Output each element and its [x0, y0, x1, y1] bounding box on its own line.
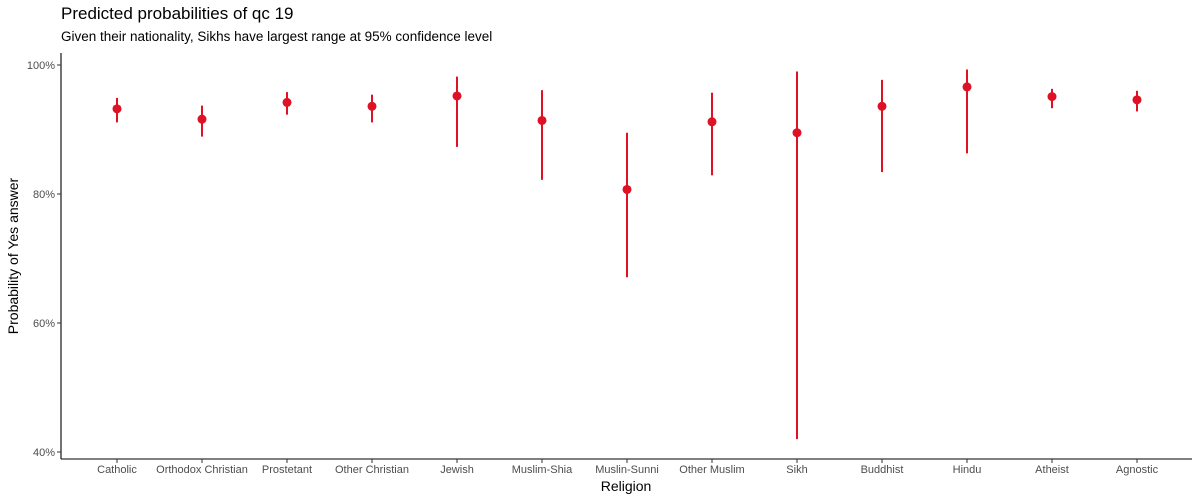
x-tick-label: Atheist	[1035, 464, 1069, 476]
y-axis-title: Probability of Yes answer	[5, 177, 21, 334]
y-tick-label: 80%	[33, 189, 55, 201]
x-tick-label: Muslim-Shia	[512, 464, 573, 476]
probability-point	[622, 184, 632, 194]
chart-subtitle: Given their nationality, Sikhs have larg…	[61, 29, 493, 44]
x-axis-title: Religion	[601, 478, 652, 494]
y-tick-label: 60%	[33, 318, 55, 330]
x-tick-label: Sikh	[786, 464, 807, 476]
probability-point	[962, 82, 972, 92]
probability-point	[1047, 92, 1057, 102]
x-tick-label: Catholic	[97, 464, 137, 476]
y-tick-label: 40%	[33, 447, 55, 459]
x-tick-label: Other Christian	[335, 464, 409, 476]
x-tick-label: Prostetant	[262, 464, 312, 476]
probability-point	[537, 115, 547, 125]
probability-point	[197, 114, 207, 124]
probability-point	[707, 117, 717, 127]
probability-point	[877, 101, 887, 111]
x-tick-label: Muslin-Sunni	[595, 464, 659, 476]
chart-title: Predicted probabilities of qc 19	[61, 4, 294, 23]
probability-point	[282, 97, 292, 107]
x-tick-label: Other Muslim	[679, 464, 744, 476]
x-tick-label: Buddhist	[861, 464, 904, 476]
probability-point	[112, 104, 122, 114]
probability-point	[792, 128, 802, 138]
probability-point	[367, 101, 377, 111]
x-tick-label: Hindu	[953, 464, 982, 476]
x-tick-label: Agnostic	[1116, 464, 1159, 476]
y-tick-label: 100%	[27, 60, 55, 72]
x-tick-label: Orthodox Christian	[156, 464, 248, 476]
x-tick-label: Jewish	[440, 464, 474, 476]
probability-point	[452, 91, 462, 101]
probability-point	[1132, 95, 1142, 105]
